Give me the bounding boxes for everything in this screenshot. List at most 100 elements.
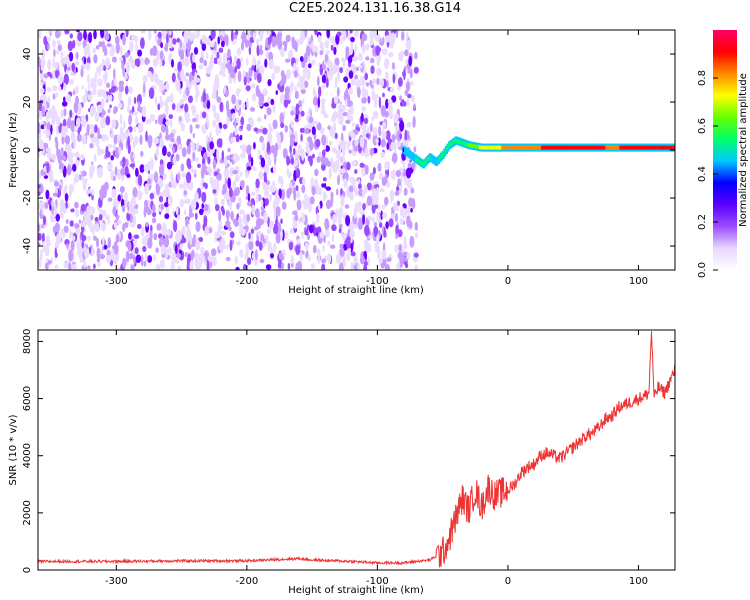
spectrogram-cell (292, 220, 298, 229)
spectrogram-cell (171, 252, 177, 262)
spectrogram-cell (267, 79, 272, 87)
spectrogram-cell (300, 88, 306, 94)
spectrogram-cell (292, 147, 296, 155)
spectrogram-cell (185, 78, 189, 89)
spectrogram-cell (372, 78, 377, 85)
spectrogram-cell (272, 180, 276, 192)
carrier-core (531, 145, 534, 150)
spectrogram-cell (350, 36, 355, 43)
spectrogram-cell (335, 33, 340, 45)
spectrogram-cell (129, 206, 133, 212)
spectrogram-cell (384, 71, 389, 81)
spectrogram-cell (139, 134, 143, 146)
spectrogram-cell (159, 50, 164, 61)
spectrogram-cell (219, 101, 224, 113)
spectrogram-cell (248, 239, 254, 251)
spectrogram-cell (288, 182, 293, 188)
carrier-core (466, 142, 470, 147)
spectrogram-cell (256, 72, 262, 84)
spectrogram-cell (201, 191, 207, 203)
carrier-core (545, 145, 549, 150)
spectrogram-cell (181, 226, 186, 236)
snr-ytick-label: 4000 (22, 443, 33, 468)
spectrogram-cell (135, 116, 139, 125)
spectrogram-cell (384, 196, 389, 206)
spectrogram-cell (322, 177, 327, 182)
spectrogram-cell (100, 222, 106, 231)
spectrogram-cell (250, 156, 254, 167)
spectrogram-cell (280, 49, 285, 57)
spectrogram-cell (231, 112, 236, 121)
carrier-core (561, 145, 565, 150)
spectrogram-cell (407, 162, 412, 168)
spectrogram-cell (255, 85, 260, 96)
spectrogram-cell (81, 85, 85, 90)
spectrogram-cell (357, 201, 362, 208)
spectrogram-cell (143, 82, 146, 94)
spectrogram-cell (87, 94, 93, 101)
carrier-core (493, 145, 497, 150)
spectrogram-cell (272, 104, 276, 114)
spectrogram-cell (284, 86, 290, 95)
spectrogram-cell (316, 122, 322, 131)
spectrogram-cell (38, 258, 42, 269)
carrier-core (553, 145, 557, 150)
spectrogram-cell (342, 124, 346, 132)
spectrogram-cell (353, 207, 358, 219)
spectrogram-cell (388, 104, 393, 115)
spectrogram-cell (264, 188, 269, 198)
spectrogram-cell (179, 243, 183, 250)
spectrogram-cell (100, 30, 105, 39)
spectrogram-cell (358, 188, 364, 197)
spectrogram-cell (379, 222, 383, 229)
spectrogram-cell (70, 208, 75, 213)
spectrogram-cell (380, 210, 383, 221)
spectrogram-xtick-label: -300 (105, 276, 128, 287)
spectrogram-cell (159, 137, 164, 149)
spectrogram-cell (225, 89, 230, 97)
carrier-core (453, 139, 457, 144)
spectrogram-cell (180, 49, 184, 56)
spectrogram-cell (104, 214, 108, 220)
spectrogram-cell (218, 224, 223, 230)
spectrogram-cell (340, 195, 345, 207)
spectrogram-cell (414, 264, 418, 270)
spectrogram-cell (140, 30, 146, 34)
spectrogram-cell (278, 30, 283, 33)
spectrogram-cell (350, 262, 354, 270)
spectrogram-cell (361, 190, 366, 196)
spectrogram-cell (380, 105, 386, 117)
spectrogram-cell (128, 201, 133, 208)
spectrogram-cell (115, 42, 120, 54)
carrier-core (407, 151, 411, 156)
spectrogram-cell (364, 72, 369, 81)
spectrogram-cell (56, 123, 59, 136)
spectrogram-cell (110, 155, 114, 161)
carrier-core (623, 145, 627, 150)
spectrogram-cell (296, 190, 301, 199)
spectrogram-cell (338, 227, 342, 234)
spectrogram-cell (218, 210, 222, 223)
snr-series-line (38, 331, 675, 568)
spectrogram-cell (66, 164, 72, 176)
spectrogram-cell (180, 163, 185, 172)
spectrogram-cell (142, 245, 147, 253)
spectrogram-cell (126, 212, 131, 221)
spectrogram-cell (83, 57, 87, 65)
spectrogram-cell (72, 39, 76, 49)
spectrogram-cell (251, 65, 255, 71)
spectrogram-cell (331, 233, 335, 243)
spectrogram-cell (64, 30, 70, 35)
spectrogram-cell (246, 57, 249, 66)
spectrogram-cell (183, 199, 189, 204)
spectrogram-cell (122, 257, 127, 269)
colorbar: 0.0 0.2 0.4 0.6 0.8 Normalized spectral ampl… (697, 30, 749, 278)
spectrogram-cell (128, 252, 134, 260)
spectrogram-cell (341, 104, 346, 113)
carrier-core (404, 149, 408, 154)
spectrogram-cell (162, 90, 166, 96)
spectrogram-cell (192, 117, 197, 123)
spectrogram-cell (398, 77, 403, 87)
spectrogram-cell (236, 155, 241, 162)
